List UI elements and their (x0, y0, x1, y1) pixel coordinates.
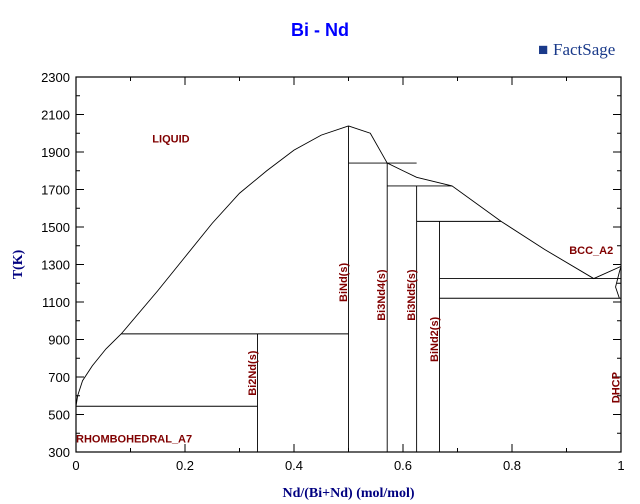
x-axis-label: Nd/(Bi+Nd) (mol/mol) (282, 486, 414, 501)
x-tick-label: 1 (617, 458, 624, 473)
phase-label: RHOMBOHEDRAL_A7 (76, 434, 192, 446)
y-tick-label: 300 (48, 445, 70, 460)
x-tick-label: 0.6 (394, 458, 412, 473)
phase-label: BCC_A2 (569, 245, 613, 257)
y-tick-label: 1500 (41, 220, 70, 235)
y-tick-label: 2300 (41, 70, 70, 85)
y-tick-label: 1100 (42, 295, 70, 310)
x-tick-label: 0.2 (176, 458, 194, 473)
y-tick-label: 1300 (41, 258, 70, 273)
phase-boundary (615, 266, 622, 299)
phase-label: BiNd(s) (338, 263, 350, 302)
chart-title: Bi - Nd (291, 20, 349, 40)
phase-label: LIQUID (152, 134, 189, 146)
x-tick-label: 0.4 (285, 458, 303, 473)
phase-boundary (75, 125, 349, 407)
y-tick-label: 700 (48, 370, 70, 385)
phase-label: DHCP (610, 372, 622, 403)
phase-label: Bi3Nd5(s) (406, 269, 418, 321)
y-tick-label: 1700 (41, 183, 70, 198)
y-tick-label: 900 (48, 333, 70, 348)
phase-label: Bi2Nd(s) (247, 350, 259, 396)
x-tick-label: 0 (72, 458, 79, 473)
y-tick-label: 1900 (41, 145, 70, 160)
phase-label: BiNd2(s) (429, 316, 441, 362)
y-tick-label: 2100 (41, 108, 70, 123)
phase-label: Bi3Nd4(s) (376, 269, 388, 321)
y-tick-label: 500 (48, 408, 70, 423)
factsage-logo: ■ FactSage (538, 40, 616, 59)
y-axis-label: T(K) (11, 249, 26, 279)
x-tick-label: 0.8 (503, 458, 521, 473)
phase-boundary (348, 125, 622, 280)
